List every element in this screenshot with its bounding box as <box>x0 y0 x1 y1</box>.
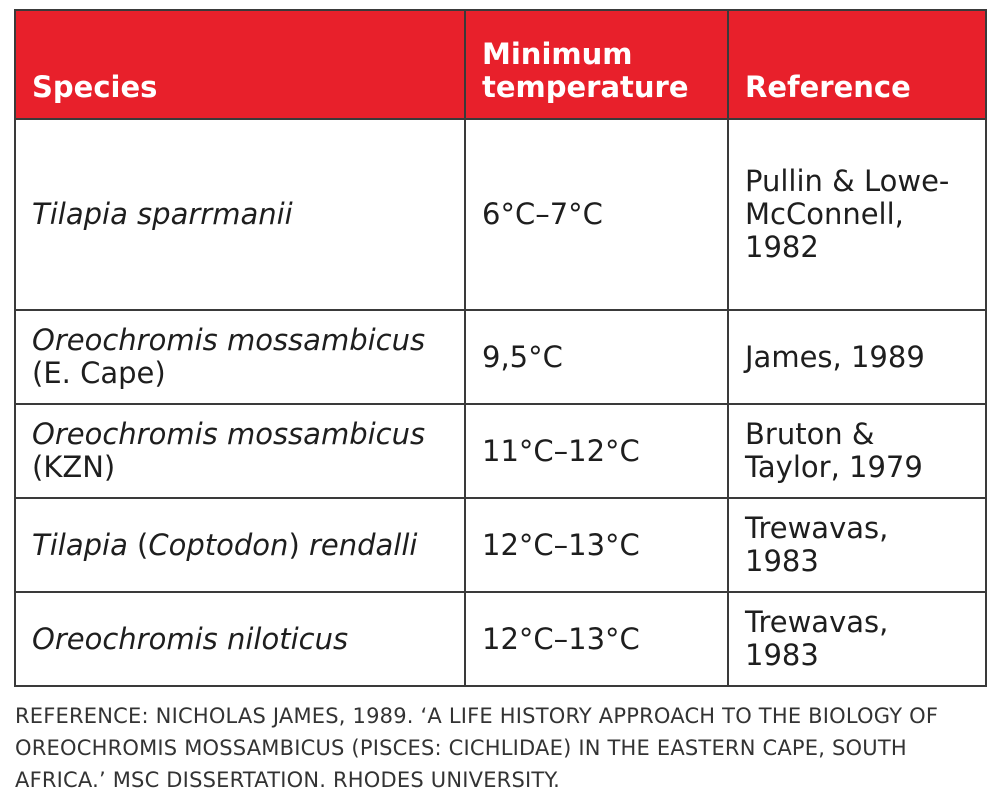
species-cell: Oreochromis mossambicus (E. Cape) <box>14 309 466 405</box>
table-row: Tilapia (Coptodon) rendalli 12°C–13°C Tr… <box>14 497 987 593</box>
reference-cell: Pullin & Lowe-McConnell, 1982 <box>727 118 987 311</box>
temperature-cell: 9,5°C <box>464 309 729 405</box>
temperature-cell: 11°C–12°C <box>464 403 729 499</box>
temperature-cell: 6°C–7°C <box>464 118 729 311</box>
table-header-row: Species Minimum temperature Reference <box>14 9 987 120</box>
temperature-cell: 12°C–13°C <box>464 497 729 593</box>
species-cell: Tilapia (Coptodon) rendalli <box>14 497 466 593</box>
reference-cell: Bruton & Taylor, 1979 <box>727 403 987 499</box>
species-cell: Tilapia sparrmanii <box>14 118 466 311</box>
temperature-table: Species Minimum temperature Reference Ti… <box>14 9 987 687</box>
temperature-cell: 12°C–13°C <box>464 591 729 687</box>
table-row: Oreochromis niloticus 12°C–13°C Trewavas… <box>14 591 987 687</box>
header-species: Species <box>14 9 466 120</box>
reference-footnote: REFERENCE: NICHOLAS JAMES, 1989. ‘A LIFE… <box>15 704 939 792</box>
reference-cell: James, 1989 <box>727 309 987 405</box>
header-reference: Reference <box>727 9 987 120</box>
table-row: Tilapia sparrmanii 6°C–7°C Pullin & Lowe… <box>14 118 987 311</box>
reference-cell: Trewavas, 1983 <box>727 591 987 687</box>
species-cell: Oreochromis niloticus <box>14 591 466 687</box>
reference-cell: Trewavas, 1983 <box>727 497 987 593</box>
table-row: Oreochromis mossambicus (KZN) 11°C–12°C … <box>14 403 987 499</box>
table-row: Oreochromis mossambicus (E. Cape) 9,5°C … <box>14 309 987 405</box>
header-minimum-temperature: Minimum temperature <box>464 9 729 120</box>
species-cell: Oreochromis mossambicus (KZN) <box>14 403 466 499</box>
